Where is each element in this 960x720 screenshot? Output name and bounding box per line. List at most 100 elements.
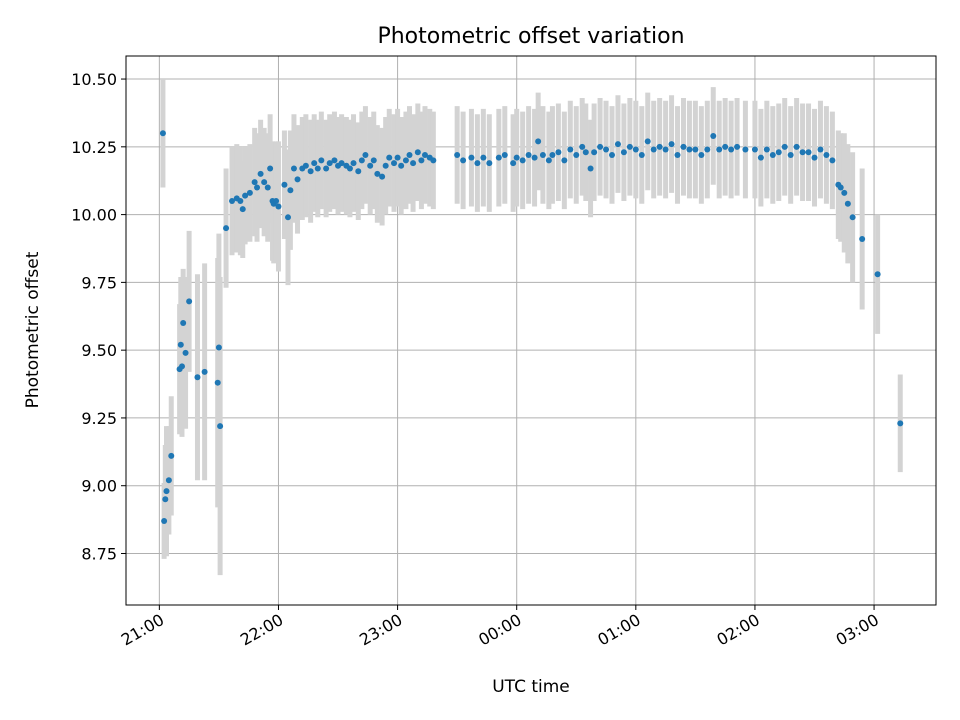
data-point (370, 157, 377, 164)
y-tick-label: 9.75 (81, 273, 117, 292)
x-tick-label: 02:00 (714, 610, 763, 650)
data-point (722, 143, 729, 150)
data-point (680, 143, 687, 150)
data-point (591, 149, 598, 156)
data-point (379, 173, 386, 180)
data-point (531, 154, 538, 161)
data-point (501, 151, 508, 158)
data-point (242, 192, 249, 199)
data-point (728, 146, 735, 153)
x-tick-label: 01:00 (594, 610, 643, 650)
data-point (215, 344, 222, 351)
data-point (573, 151, 580, 158)
y-tick-label: 10.25 (71, 138, 117, 157)
data-point (275, 203, 282, 210)
data-point (178, 363, 185, 370)
data-point (454, 151, 461, 158)
data-point (201, 368, 208, 375)
data-point (163, 488, 170, 495)
data-point (817, 146, 824, 153)
data-point (495, 154, 502, 161)
data-point (391, 160, 398, 167)
data-point (555, 149, 562, 156)
data-point (386, 154, 393, 161)
data-point (539, 151, 546, 158)
data-point (246, 189, 253, 196)
data-point (734, 143, 741, 150)
data-point (781, 143, 788, 150)
data-point (421, 151, 428, 158)
chart-title: Photometric offset variation (377, 24, 684, 49)
plot-area-frame (125, 55, 937, 606)
data-point (302, 162, 309, 169)
data-point (597, 143, 604, 150)
data-point (367, 162, 374, 169)
data-point (182, 349, 189, 356)
data-point (323, 165, 330, 172)
data-point (811, 154, 818, 161)
data-point (287, 187, 294, 194)
data-point (656, 143, 663, 150)
data-point (468, 154, 475, 161)
data-point (849, 214, 856, 221)
data-point (742, 146, 749, 153)
data-point (162, 496, 169, 503)
data-point (264, 184, 271, 191)
data-points (159, 130, 904, 524)
y-tick-label: 9.25 (81, 409, 117, 428)
x-tick-label: 23:00 (356, 610, 405, 650)
data-point (549, 151, 556, 158)
data-point (480, 154, 487, 161)
data-point (474, 160, 481, 167)
data-point (214, 379, 221, 386)
data-point (251, 179, 258, 186)
data-point (414, 149, 421, 156)
data-point (609, 151, 615, 158)
data-point (545, 157, 552, 164)
data-point (841, 189, 848, 196)
data-point (757, 154, 764, 161)
data-point (267, 165, 274, 172)
data-point (338, 160, 345, 167)
x-tick-label: 21:00 (118, 610, 167, 650)
y-tick-label: 10.00 (71, 206, 117, 225)
data-point (318, 157, 325, 164)
data-point (402, 157, 409, 164)
data-point (406, 151, 413, 158)
data-point (751, 146, 758, 153)
data-point (430, 157, 437, 164)
data-point (290, 165, 297, 172)
x-axis-label: UTC time (492, 677, 570, 697)
data-point (674, 151, 681, 158)
data-point (632, 146, 639, 153)
data-point (346, 165, 353, 172)
data-point (350, 160, 357, 167)
data-point (410, 160, 417, 167)
data-point (525, 151, 532, 158)
data-point (535, 138, 542, 145)
data-point (793, 143, 800, 150)
data-point (237, 198, 244, 205)
data-point (217, 423, 224, 430)
data-point (513, 154, 520, 161)
data-point (311, 160, 318, 167)
data-point (194, 374, 201, 381)
data-point (314, 165, 321, 172)
data-point (254, 184, 261, 191)
data-point (168, 452, 175, 459)
data-point (326, 160, 333, 167)
data-point (823, 151, 830, 158)
data-point (698, 151, 705, 158)
data-point (358, 157, 365, 164)
data-point (285, 214, 291, 221)
data-point (662, 146, 669, 153)
data-point (362, 151, 369, 158)
y-tick-label: 10.50 (71, 70, 117, 89)
data-point (261, 179, 268, 186)
data-point (159, 130, 166, 137)
data-point (177, 341, 184, 348)
data-point (394, 154, 401, 161)
data-point (587, 165, 594, 172)
data-point (561, 157, 568, 164)
